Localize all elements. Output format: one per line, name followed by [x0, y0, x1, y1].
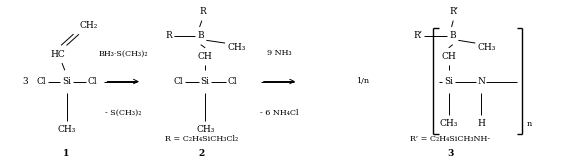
- Text: Cl: Cl: [173, 77, 183, 86]
- Text: 3: 3: [22, 77, 28, 86]
- Text: B: B: [197, 31, 204, 40]
- Text: R: R: [165, 31, 172, 40]
- Text: R’: R’: [450, 7, 459, 16]
- Text: Si: Si: [444, 77, 453, 86]
- Text: B: B: [450, 31, 456, 40]
- Text: R = C₂H₄SiCH₃Cl₂: R = C₂H₄SiCH₃Cl₂: [164, 135, 238, 143]
- Text: CH₂: CH₂: [80, 21, 98, 30]
- Text: CH₃: CH₃: [196, 125, 215, 134]
- Text: CH₃: CH₃: [477, 43, 496, 52]
- Text: CH: CH: [442, 52, 456, 61]
- Text: 9 NH₃: 9 NH₃: [267, 49, 292, 58]
- Text: n: n: [526, 120, 532, 128]
- Text: N: N: [477, 77, 485, 86]
- Text: CH₃: CH₃: [439, 119, 458, 128]
- Text: R’ = C₂H₄SiCH₃NH-: R’ = C₂H₄SiCH₃NH-: [410, 135, 490, 143]
- Text: Si: Si: [62, 77, 71, 86]
- Text: Si: Si: [201, 77, 210, 86]
- Text: HC: HC: [51, 50, 65, 59]
- Text: CH: CH: [198, 52, 213, 61]
- Text: BH₃·S(CH₃)₂: BH₃·S(CH₃)₂: [98, 49, 148, 58]
- Text: Cl: Cl: [228, 77, 237, 86]
- Text: 1/n: 1/n: [356, 77, 369, 86]
- Text: - 6 NH₄Cl: - 6 NH₄Cl: [260, 109, 299, 117]
- Text: R’: R’: [413, 31, 422, 40]
- Text: - S(CH₃)₂: - S(CH₃)₂: [105, 109, 141, 117]
- Text: 1: 1: [63, 149, 69, 158]
- Text: Cl: Cl: [36, 77, 46, 86]
- Text: Cl: Cl: [88, 77, 97, 86]
- Text: 2: 2: [198, 149, 204, 158]
- Text: R: R: [200, 7, 207, 16]
- Text: 3: 3: [447, 149, 453, 158]
- Text: CH₃: CH₃: [227, 43, 246, 52]
- Text: CH₃: CH₃: [57, 125, 76, 134]
- Text: H: H: [477, 119, 485, 128]
